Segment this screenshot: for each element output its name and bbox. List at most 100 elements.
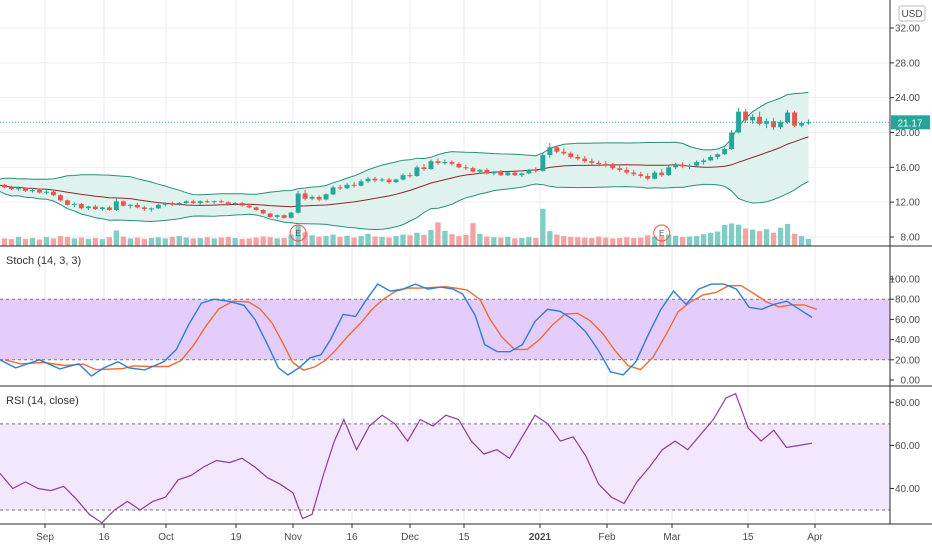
candle-body[interactable] [246,205,252,208]
candle-body[interactable] [771,121,776,128]
candle-body[interactable] [673,164,679,168]
candle-body[interactable] [274,215,280,217]
candle-body[interactable] [162,203,168,205]
earnings-marker[interactable]: E [289,224,307,242]
candle-body[interactable] [351,184,357,186]
candle-body[interactable] [505,172,511,176]
candle-body[interactable] [225,202,231,204]
candle-body[interactable] [694,162,700,166]
candle-body[interactable] [778,122,783,128]
candle-body[interactable] [344,184,350,189]
candle-body[interactable] [428,161,434,169]
candle-body[interactable] [197,201,203,203]
candle-body[interactable] [659,172,665,176]
candle-body[interactable] [435,161,441,163]
candle-body[interactable] [302,193,308,199]
candle-body[interactable] [470,168,476,172]
candle-body[interactable] [617,168,623,170]
candle-body[interactable] [316,196,322,200]
candle-body[interactable] [288,212,294,218]
candle-body[interactable] [764,121,769,124]
candle-body[interactable] [337,187,343,189]
candle-body[interactable] [141,207,147,210]
candle-body[interactable] [92,206,98,210]
candle-body[interactable] [106,207,112,210]
candle-body[interactable] [99,207,105,210]
candle-body[interactable] [526,169,532,174]
candle-body[interactable] [190,201,196,203]
candle-body[interactable] [701,160,707,163]
candle-body[interactable] [323,194,329,200]
candle-body[interactable] [65,200,70,205]
candle-body[interactable] [519,173,525,176]
candle-body[interactable] [708,156,714,161]
candle-body[interactable] [603,163,609,166]
candle-body[interactable] [365,178,371,182]
candle-body[interactable] [596,163,602,164]
candle-body[interactable] [176,203,182,205]
candle-body[interactable] [386,179,392,183]
candle-body[interactable] [575,156,581,159]
currency-badge[interactable]: USD [898,5,926,22]
candle-body[interactable] [23,188,28,191]
candle-body[interactable] [582,158,588,162]
candle-body[interactable] [645,176,651,179]
candle-body[interactable] [85,206,91,209]
candle-body[interactable] [533,169,539,171]
candle-body[interactable] [2,184,7,188]
candle-body[interactable] [183,201,189,203]
candle-body[interactable] [743,111,748,121]
candle-body[interactable] [309,196,315,199]
candle-body[interactable] [51,191,56,196]
candle-body[interactable] [58,195,63,201]
candle-body[interactable] [148,208,154,210]
candle-body[interactable] [400,175,406,180]
candle-body[interactable] [72,203,77,205]
candle-body[interactable] [134,204,140,208]
candle-body[interactable] [44,191,49,193]
candle-body[interactable] [204,201,210,203]
candle-body[interactable] [169,203,175,205]
candle-body[interactable] [463,167,469,169]
candle-body[interactable] [799,122,804,126]
candle-body[interactable] [750,116,755,121]
candle-body[interactable] [498,171,504,176]
candle-body[interactable] [666,167,672,176]
candle-body[interactable] [218,201,224,203]
candle-body[interactable] [37,190,42,193]
candle-body[interactable] [414,167,420,176]
stoch-axis[interactable]: 0.00 20.00 40.00 60.00 80.00 100.00 [889,275,920,387]
candle-body[interactable] [253,207,259,210]
candle-body[interactable] [211,201,217,203]
rsi-pane[interactable]: RSI (14, close) [0,392,890,524]
price-axis[interactable]: 8.00 12.00 16.00 20.00 24.00 28.00 32.00 [890,24,920,244]
rsi-axis[interactable]: 40.00 60.00 80.00 [890,398,920,495]
candle-body[interactable] [232,203,238,204]
candle-body[interactable] [477,169,483,172]
earnings-marker[interactable]: E [653,224,671,242]
candle-body[interactable] [512,172,518,176]
candle-body[interactable] [638,174,644,176]
candle-body[interactable] [757,116,762,124]
candle-body[interactable] [295,193,301,213]
candle-body[interactable] [729,132,735,150]
candle-body[interactable] [785,112,790,123]
candle-body[interactable] [155,204,161,209]
candle-body[interactable] [540,155,546,171]
candle-body[interactable] [484,169,490,174]
candle-body[interactable] [30,190,35,191]
candle-body[interactable] [393,179,399,183]
candle-body[interactable] [547,147,553,156]
candle-body[interactable] [491,171,497,174]
candle-body[interactable] [260,210,266,214]
candle-body[interactable] [358,181,364,186]
candle-body[interactable] [120,201,126,206]
candle-body[interactable] [680,164,686,167]
candlesticks[interactable] [0,108,811,219]
candle-body[interactable] [631,172,637,175]
candle-body[interactable] [442,162,448,164]
candle-body[interactable] [715,154,721,157]
candle-body[interactable] [610,165,616,169]
